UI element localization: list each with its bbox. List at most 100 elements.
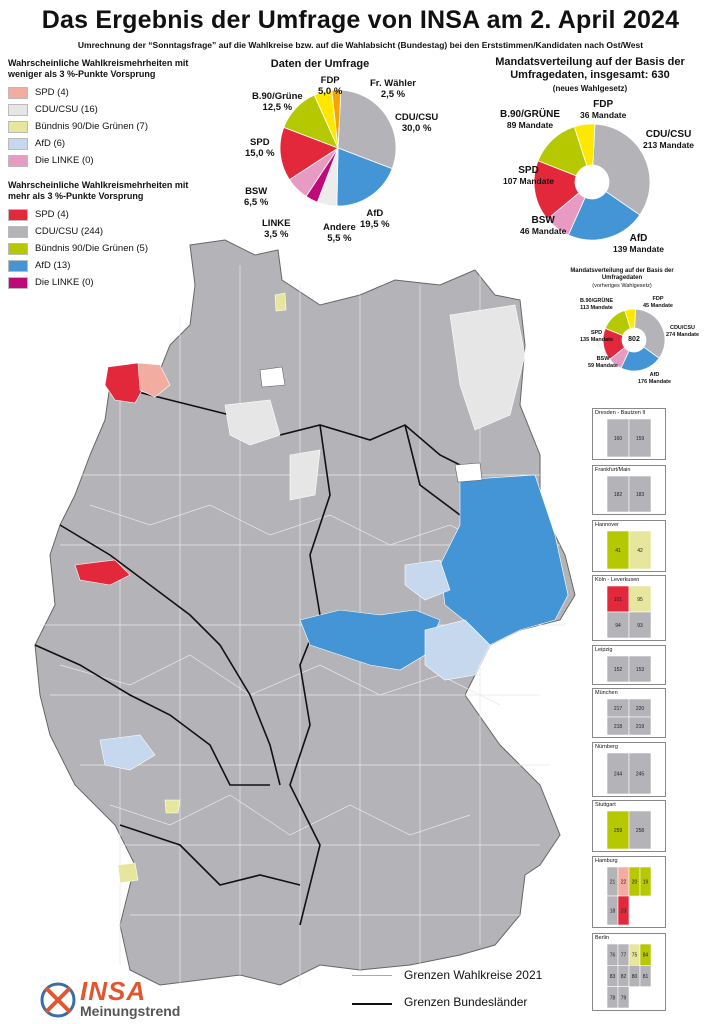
pie3-label-spd: SPD 135 Mandate: [580, 330, 614, 343]
region-afd-weak-north: [404, 559, 451, 601]
inset-district: [628, 475, 652, 513]
insa-logo-brand: INSA: [80, 976, 147, 1006]
inset-district-number: 84: [643, 953, 649, 959]
inset-map: 160 159: [606, 418, 652, 458]
inset-stuttgart: 259 258 Stuttgart: [592, 800, 666, 852]
inset-district: [639, 866, 652, 897]
legend-swatch: [8, 137, 28, 150]
inset-caption: Köln - Leverkusen: [595, 577, 640, 583]
inset-district-number: 95: [637, 597, 643, 603]
pie-slice-afd: [336, 147, 393, 207]
region-berlin-white: [454, 462, 483, 483]
inset-district-number: 82: [621, 974, 627, 980]
inset-district-number: 78: [610, 995, 616, 1001]
pie2-title: Mandatsverteilung auf der Basis der Umfr…: [495, 56, 685, 81]
pie1-label-linke: LINKE 3,5 %: [262, 218, 291, 240]
page-title: Das Ergebnis der Umfrage von INSA am 2. …: [41, 6, 680, 34]
legend-bundesland-line: [352, 1003, 392, 1005]
region-green-weak-north: [274, 292, 287, 312]
inset-k-ln-leverkusen: 101 95 94 93 Köln - Leverkusen: [592, 575, 666, 641]
region-afd-weak-saxony: [424, 619, 491, 681]
inset-district: [628, 752, 652, 795]
inset-district-number: 183: [636, 492, 645, 498]
pie-slice-fdp: [573, 123, 596, 167]
inset-district-number: 75: [632, 953, 638, 959]
germany-outline: [34, 239, 576, 986]
inset-district-number: 76: [610, 953, 616, 959]
pie3-label-b-90-gr-ne: B.90/GRÜNE 113 Mandate: [580, 298, 614, 311]
inset-district-number: 83: [610, 974, 616, 980]
legend-swatch: [8, 103, 28, 116]
pie3-label-bsw: BSW 59 Mandate: [588, 356, 618, 369]
inset-district-number: 160: [614, 436, 623, 442]
legend-swatch: [8, 259, 28, 272]
pie1-title: Daten der Umfrage: [270, 58, 370, 70]
pie-chart-umfrage: [279, 89, 397, 207]
legend-weak: Wahrscheinliche Wahlkreismehrheiten mit …: [8, 58, 238, 169]
map-highlights: [74, 292, 569, 884]
pie3-label-cdu-csu: CDU/CSU 274 Mandate: [666, 325, 700, 338]
inset-map: 244 245: [606, 752, 652, 795]
inset-hamburg: 21 22 20 19 18 23 Hamburg: [592, 856, 666, 928]
pie2-label-cdu-csu: CDU/CSU 213 Mandate: [643, 129, 695, 151]
region-afd-weak-rlp: [99, 734, 156, 771]
inset-frankfurt-main: 182 183 Frankfurt/Main: [592, 465, 666, 515]
inset-district-number: 79: [621, 995, 627, 1001]
page-subtitle: Umrechnung der “Sonntagsfrage” auf die W…: [77, 40, 644, 50]
inset-district: [628, 716, 652, 736]
inset-district-number: 220: [636, 706, 645, 712]
inset-district-number: 77: [621, 953, 627, 959]
pie3-label-afd: AfD 176 Mandate: [638, 372, 672, 385]
germany-constituency-map: [34, 239, 576, 986]
inset-map: 217 220 218 219: [606, 698, 652, 736]
legend-item: SPD (4): [8, 84, 238, 101]
inset-district-number: 19: [643, 880, 649, 886]
region-city-cologne: [74, 559, 131, 586]
legend-strong-heading: Wahrscheinliche Wahlkreismehrheiten mit …: [8, 180, 189, 201]
legend-strong: Wahrscheinliche Wahlkreismehrheiten mit …: [8, 180, 238, 291]
inset-berlin: 76 77 75 84 83 82 80 81 78 79 Berlin: [592, 933, 666, 1011]
pie3-title: Mandatsverteilung auf der Basis der Umfr…: [570, 268, 674, 281]
inset-district: [617, 986, 630, 1009]
inset-district-number: 21: [610, 880, 616, 886]
legend-item: SPD (4): [8, 206, 238, 223]
inset-district-number: 20: [632, 880, 638, 886]
inset-caption: Hannover: [595, 522, 619, 528]
pie1-label-cdu-csu: CDU/CSU 30,0 %: [395, 112, 439, 134]
pie2-label-fdp: FDP 36 Mandate: [580, 99, 627, 121]
pie2-label-afd: AfD 139 Mandate: [613, 233, 665, 255]
inset-map: 182 183: [606, 475, 652, 513]
inset-district-number: 218: [614, 724, 623, 730]
inset-caption: Nürnberg: [595, 744, 618, 750]
pie2-subtitle: (neues Wahlgesetz): [552, 84, 628, 93]
inset-hannover: 41 42 Hannover: [592, 520, 666, 572]
inset-caption: Berlin: [595, 935, 610, 941]
inset-district-number: 41: [615, 548, 621, 554]
inset-map: 152 153: [606, 655, 652, 683]
inset-leipzig: 152 153 Leipzig: [592, 645, 666, 685]
pie1-label-andere: Andere 5,5 %: [323, 222, 356, 244]
region-cdu-weak-bb: [449, 304, 526, 431]
inset-district-number: 152: [614, 667, 623, 673]
inset-district-number: 258: [636, 828, 645, 834]
legend-item: AfD (13): [8, 257, 238, 274]
pie3-subtitle: (vorheriges Wahlgesetz): [592, 283, 652, 289]
pie-chart-mandate-neu: [533, 123, 651, 241]
inset-district: [617, 895, 630, 926]
map-land: [34, 239, 576, 986]
inset-caption: Stuttgart: [595, 802, 616, 808]
pie2-label-bsw: BSW 46 Mandate: [520, 215, 567, 237]
pie2-label-spd: SPD 107 Mandate: [503, 165, 555, 187]
inset-district-number: 219: [636, 724, 645, 730]
legend-weak-heading: Wahrscheinliche Wahlkreismehrheiten mit …: [8, 58, 189, 79]
pie2-label-b-90-gr-ne: B.90/GRÜNE 89 Mandate: [500, 109, 561, 131]
inset-district-number: 80: [632, 974, 638, 980]
inset-district: [628, 530, 652, 570]
inset-caption: München: [595, 690, 618, 696]
pie1-label-fdp: FDP 5,0 %: [318, 75, 343, 97]
inset-district: [628, 655, 652, 683]
legend-swatch: [8, 225, 28, 238]
inset-district-number: 23: [621, 909, 627, 915]
legend-item: Die LINKE (0): [8, 274, 238, 291]
inset-district-number: 22: [621, 880, 627, 886]
